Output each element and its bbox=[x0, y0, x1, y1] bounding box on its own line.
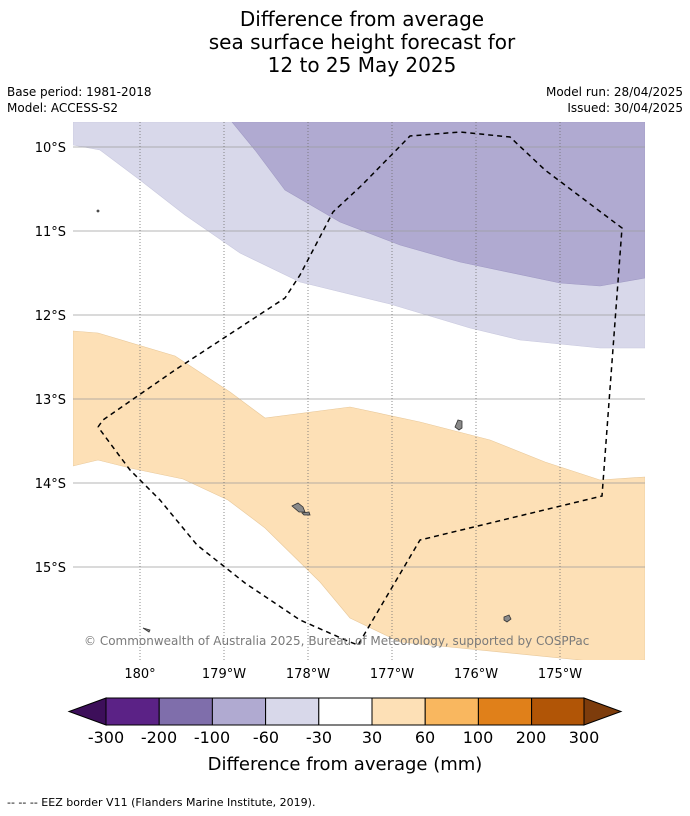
island-south bbox=[503, 614, 512, 623]
anomaly-band-light-orange bbox=[73, 330, 645, 660]
latitude-labels: 10°S 11°S 12°S 13°S 14°S 15°S bbox=[35, 141, 66, 576]
colorbar-label: 30 bbox=[362, 728, 382, 747]
lat-label: 10°S bbox=[35, 141, 66, 156]
lat-label: 11°S bbox=[35, 225, 66, 240]
colorbar-swatch bbox=[211, 697, 267, 726]
longitude-labels: 180° 179°W 178°W 177°W 176°W 175°W bbox=[124, 667, 582, 682]
map-panel: © Commonwealth of Australia 2025, Bureau… bbox=[73, 122, 645, 660]
colorbar-label: -60 bbox=[253, 728, 279, 747]
colorbar bbox=[67, 697, 623, 726]
colorbar-label: -200 bbox=[141, 728, 177, 747]
colorbar-label: 100 bbox=[463, 728, 494, 747]
lon-label: 180° bbox=[124, 667, 155, 682]
model-run: Model run: 28/04/2025 bbox=[545, 85, 683, 99]
colorbar-swatch bbox=[265, 697, 320, 726]
title-line-3: 12 to 25 May 2025 bbox=[267, 53, 457, 77]
colorbar-extend-low bbox=[67, 697, 107, 726]
copyright-text: © Commonwealth of Australia 2025, Bureau… bbox=[84, 634, 589, 648]
colorbar-label: -100 bbox=[194, 728, 230, 747]
lon-label: 177°W bbox=[370, 667, 414, 682]
colorbar-title: Difference from average (mm) bbox=[208, 754, 483, 775]
meta-right: Model run: 28/04/2025 Issued: 30/04/2025 bbox=[546, 84, 683, 116]
colorbar-labels: -300 -200 -100 -60 -30 30 60 100 200 300 bbox=[88, 728, 599, 747]
islands bbox=[96, 209, 512, 633]
island-southwest-speck bbox=[142, 627, 151, 633]
colorbar-label: 200 bbox=[516, 728, 547, 747]
lat-label: 13°S bbox=[35, 393, 66, 408]
lat-label: 14°S bbox=[35, 477, 66, 492]
colorbar-label: -300 bbox=[88, 728, 124, 747]
eez-border bbox=[97, 131, 623, 646]
island-east bbox=[454, 419, 463, 431]
anomaly-band-medium-purple bbox=[231, 122, 645, 287]
colorbar-swatch bbox=[105, 697, 160, 726]
colorbar-swatch bbox=[531, 697, 585, 726]
colorbar-extend-high bbox=[583, 697, 623, 726]
colorbar-swatch bbox=[318, 697, 373, 726]
latitude-gridlines bbox=[73, 146, 645, 568]
lon-label: 178°W bbox=[286, 667, 330, 682]
colorbar-label: -30 bbox=[306, 728, 332, 747]
lon-label: 176°W bbox=[454, 667, 498, 682]
colorbar-swatch bbox=[477, 697, 533, 726]
lon-label: 175°W bbox=[538, 667, 582, 682]
base-period: Base period: 1981-2018 bbox=[7, 85, 152, 99]
model-name: Model: ACCESS-S2 bbox=[7, 101, 119, 115]
issued-date: Issued: 30/04/2025 bbox=[567, 101, 683, 115]
island-west bbox=[291, 502, 306, 513]
eez-footnote: -- -- -- EEZ border V11 (Flanders Marine… bbox=[7, 796, 316, 809]
island-west-islet bbox=[301, 511, 311, 516]
colorbar-label: 300 bbox=[569, 728, 600, 747]
island-north-speck bbox=[96, 209, 100, 213]
map-title: Difference from average sea surface heig… bbox=[0, 8, 690, 77]
lon-label: 179°W bbox=[202, 667, 246, 682]
colorbar-swatch bbox=[424, 697, 479, 726]
lat-label: 12°S bbox=[35, 309, 66, 324]
lat-label: 15°S bbox=[35, 561, 66, 576]
title-line-1: Difference from average bbox=[239, 7, 485, 31]
title-line-2: sea surface height forecast for bbox=[208, 30, 516, 54]
meta-left: Base period: 1981-2018 Model: ACCESS-S2 bbox=[7, 84, 152, 116]
colorbar-swatch bbox=[158, 697, 213, 726]
colorbar-swatch bbox=[371, 697, 426, 726]
colorbar-label: 60 bbox=[415, 728, 435, 747]
